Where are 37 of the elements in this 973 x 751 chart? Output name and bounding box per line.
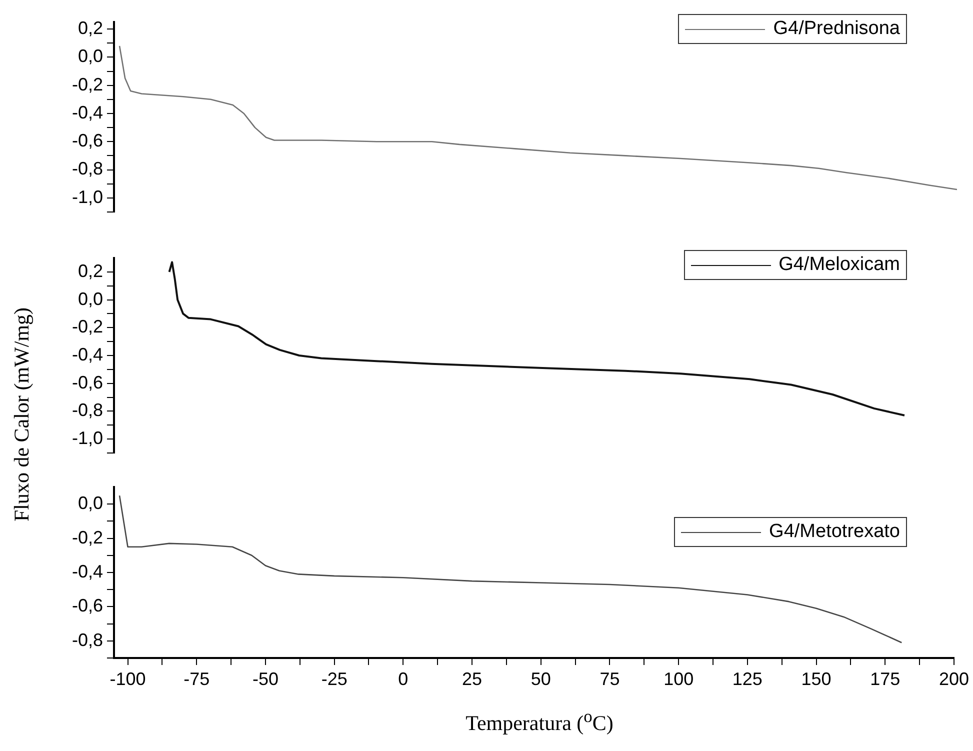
y-tick-label: -0,4 [72,344,103,364]
legend-label: G4/Metotrexato [769,521,900,543]
y-tick-label: 0,0 [78,288,103,309]
y-tick-label: -0,2 [72,527,103,548]
y-tick-label: -0,2 [72,74,103,94]
x-tick-label: 50 [530,668,551,689]
x-tick-label: 75 [600,668,620,689]
x-tick-label: 125 [732,668,762,689]
y-tick-label: 0,0 [78,493,103,514]
y-axis-title: Fluxo de Calor (mW/mg) [10,307,35,522]
y-tick-label: 0,2 [78,18,103,38]
y-tick-label: -0,4 [72,561,103,582]
y-tick-label: 0,2 [78,260,103,281]
x-tick-label: -100 [110,668,146,689]
legend-label: G4/Meloxicam [778,254,900,276]
x-tick-label: 200 [938,668,970,689]
x-axis-title: Temperatura ($^{o}$C) [464,706,614,736]
x-tick-label: 100 [664,668,694,689]
x-tick-label: 150 [801,668,832,689]
y-tick-label: -0,6 [72,596,103,616]
x-tick-label: -25 [321,668,348,689]
y-tick-label: -1,0 [72,186,103,207]
x-tick-label: -50 [252,668,278,689]
x-tick-label: 175 [870,668,900,689]
y-tick-label: -0,8 [72,158,103,179]
y-tick-label: -0,8 [72,400,103,420]
y-tick-label: -0,6 [72,130,103,151]
y-tick-label: -1,0 [72,428,103,448]
legend-label: G4/Prednisona [773,18,900,40]
y-tick-label: -0,6 [72,372,103,392]
y-tick-label: -0,8 [72,630,103,650]
x-tick-label: 0 [398,668,408,689]
x-tick-label: 25 [462,668,482,689]
x-tick-label: -75 [184,668,210,689]
y-tick-label: -0,4 [72,102,103,122]
y-tick-label: -0,2 [72,316,103,337]
y-tick-label: 0,0 [78,46,103,66]
